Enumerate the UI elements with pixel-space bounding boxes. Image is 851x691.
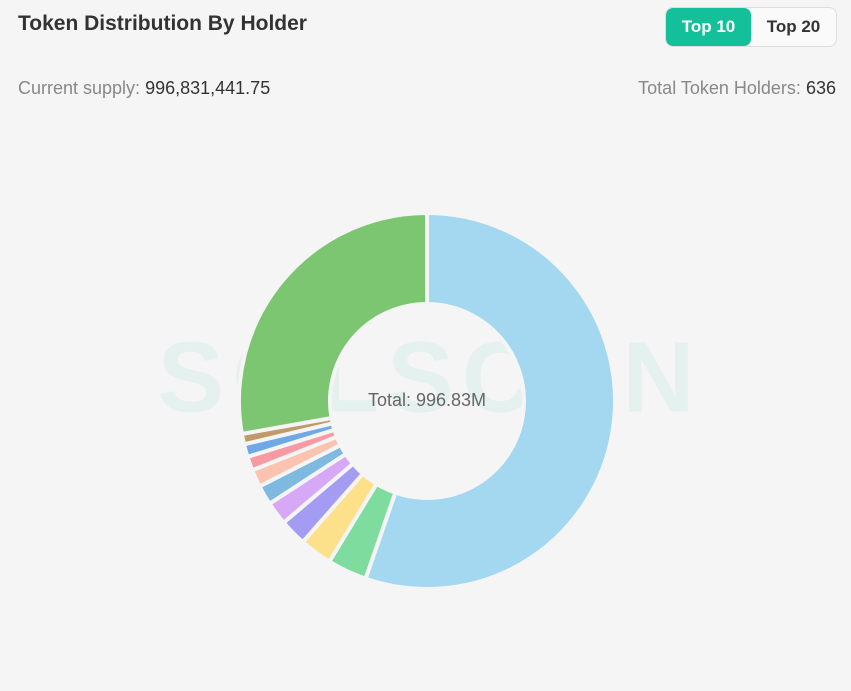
tab[interactable]: Top 20: [766, 17, 821, 36]
label: Total Token Holders:: [638, 78, 801, 98]
holders: Total Token Holders: 636: [638, 78, 836, 99]
center-label: Total: 996.83M: [368, 390, 486, 410]
donut-segment: [237, 211, 429, 436]
label: Current supply:: [18, 78, 141, 98]
tab[interactable]: Top 10: [666, 8, 751, 46]
value: 996,831,441.75: [145, 78, 271, 98]
value: 636: [805, 78, 836, 98]
supply: Current supply: 996,831,441.75: [18, 78, 270, 99]
tabs: Top 10 Top 20: [665, 7, 837, 47]
donut-segment: [363, 211, 617, 591]
title: Token Distribution By Holder: [18, 12, 307, 35]
